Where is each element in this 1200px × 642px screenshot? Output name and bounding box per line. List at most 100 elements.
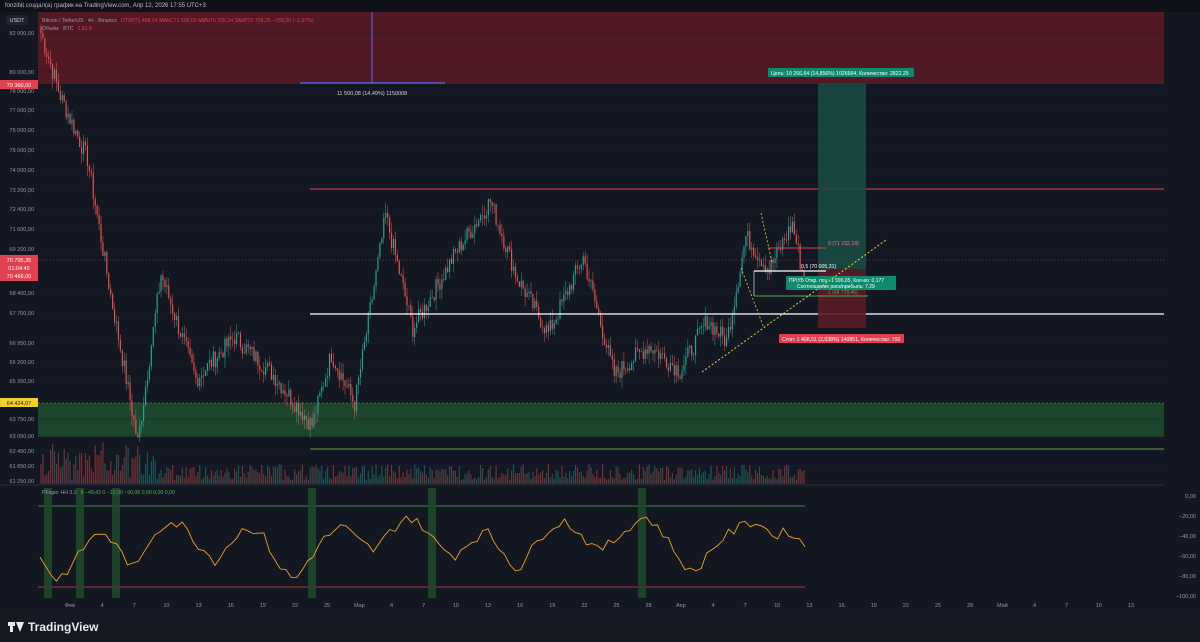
volume-bar [65,458,67,484]
candle-body [369,302,371,313]
candle-body [404,282,406,297]
volume-bar [766,476,768,484]
candle-body [700,326,702,329]
badge-last-price: 70 705,35 [7,258,31,264]
volume-bar [139,454,141,484]
volume-bar [437,469,439,484]
candle-body [392,238,395,248]
demand-zone[interactable] [38,403,1164,437]
volume-bar [685,476,687,484]
candle-body [336,368,338,371]
chart-legend: Bitcoin / TetherUS · 4ч · Binance ОТКР71 … [42,18,314,32]
volume-bar [387,464,389,484]
candle-body [358,377,360,385]
volume-bar [524,473,526,484]
candle-body [685,356,687,365]
time-tick: 22 [903,603,909,609]
osc-signal-bar [308,488,316,598]
volume-bar [57,452,59,484]
volume-bar [313,467,315,484]
volume-bar [603,477,606,484]
volume-bar [108,470,110,484]
candle-body [239,333,242,348]
short-trendline-right[interactable] [760,212,773,263]
volume-bar [90,468,92,484]
volume-bar [129,477,131,484]
candle-body [795,234,797,244]
volume-bar [793,474,795,484]
volume-bar [307,479,309,484]
candle-body [220,352,222,353]
oscillator-axis[interactable]: 0,00 −20,00 −40,00 −60,00 −80,00 −100,00 [1176,494,1196,600]
volume-bar [82,476,85,484]
volume-bar [361,466,364,484]
tradingview-logo[interactable]: TradingView [8,620,98,634]
volume-bar [315,464,317,484]
oscillator-pane[interactable]: PFager HH 3.2 8 −49,43 0 −10,00 −90,00 0,… [38,488,806,598]
candle-body [406,296,408,306]
volume-bar [297,471,300,484]
candle-body [784,238,786,240]
candle-body [170,298,172,305]
long-position-tool[interactable]: Цель: 10 266,64 (14,856%) 1026664, Колич… [768,68,914,343]
candle-body [592,280,594,290]
candle-body [276,384,278,386]
short-trendline-left[interactable] [740,267,765,329]
volume-bar [42,453,44,484]
volume-bar [325,470,327,484]
candle-body [516,277,518,282]
volume-bar [720,475,722,484]
candle-body [675,365,677,376]
volume-bar [768,478,770,484]
candle-body [569,285,571,296]
volume-bar [179,475,181,484]
candle-body [181,333,183,337]
candle-body [328,353,331,377]
volume-bar [443,469,445,484]
candle-body [249,346,251,350]
candle-body [53,69,56,79]
volume-bar [321,465,323,484]
candle-body [658,350,660,359]
candle-body [154,313,156,327]
volume-bar [381,466,383,484]
volume-bar [292,479,294,484]
volume-bar [427,477,429,484]
volume-bar [131,457,133,484]
volume-bar [503,474,505,484]
volume-bar [540,472,542,484]
candle-body [528,291,530,294]
time-axis[interactable]: Фев 4 7 10 13 16 19 22 25 Мар 4 7 10 13 16 19 22 25 28 Апр 4… [65,602,1134,609]
volume-bar [435,469,437,484]
candle-body [344,380,346,386]
volume-bar [543,477,546,484]
candle-body [77,130,79,137]
candle-body [710,322,712,327]
volume-bar [509,479,511,484]
candle-body [52,64,54,79]
volume-bar [301,464,304,484]
candle-body [421,312,424,319]
fib-retracement-tool[interactable]: 0 (71 232,18) 0,5 (70 005,31) 1 (68 778,… [753,241,868,297]
candle-body [199,378,201,386]
candle-body [747,230,749,236]
candle-body [565,291,567,294]
ascending-trendline[interactable] [701,239,887,373]
candle-body [439,283,441,290]
price-axis[interactable]: 82 000,00 80 000,00 78 000,00 77 000,00 76 0… [10,31,34,485]
currency-badge[interactable] [6,15,28,25]
range-measure-tool[interactable]: 11 500,08 (14,49%) 1150008 [300,12,445,97]
volume-bar [642,467,644,484]
candle-body [724,335,726,346]
candle-body [572,274,575,290]
volume-bar [725,466,728,484]
volume-bar [216,469,218,484]
volume-bar [208,478,211,484]
candle-body [102,242,104,256]
volume-bar [282,479,284,484]
candle-body [780,247,782,250]
volume-bar [569,470,571,484]
candle-body [468,228,470,232]
price-chart[interactable]: 11 500,08 (14,49%) 1150008 Цель: 10 266,… [0,0,1200,614]
volume-bar [559,477,561,484]
